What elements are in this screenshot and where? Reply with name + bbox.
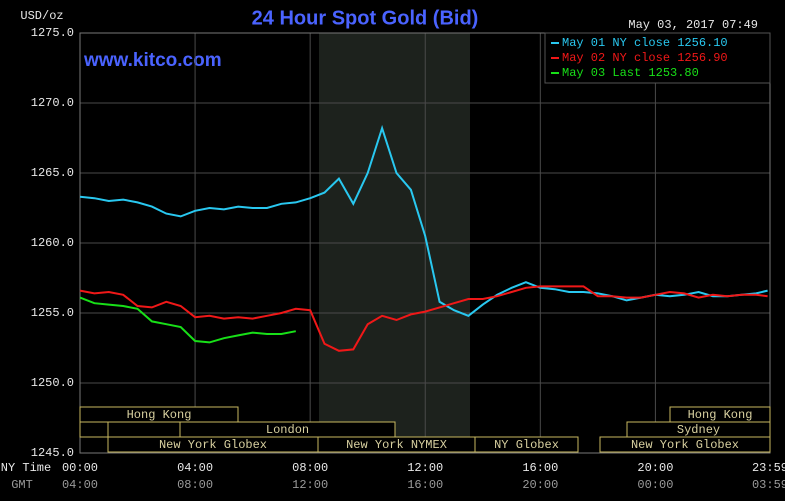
y-tick-label: 1275.0 [31, 26, 74, 40]
y-axis-label: USD/oz [20, 9, 63, 23]
y-tick-label: 1245.0 [31, 446, 74, 460]
session-label: Hong Kong [688, 408, 753, 422]
legend-label: May 01 NY close 1256.10 [562, 36, 728, 50]
x-tick-label: 20:00 [637, 461, 673, 475]
legend-box [544, 32, 771, 84]
x-axis-label: NY Time [1, 461, 51, 475]
y-tick-label: 1255.0 [31, 306, 74, 320]
plot-frame [79, 32, 771, 454]
gmt-tick-label: 16:00 [407, 478, 443, 492]
session-label: New York Globex [631, 438, 739, 452]
x-tick-label: 04:00 [177, 461, 213, 475]
y-tick-label: 1250.0 [31, 376, 74, 390]
x-tick-label: 23:59 [752, 461, 785, 475]
x-tick-label: 00:00 [62, 461, 98, 475]
y-tick-label: 1260.0 [31, 236, 74, 250]
timestamp: May 03, 2017 07:49 [628, 18, 758, 32]
gmt-tick-label: 00:00 [637, 478, 673, 492]
session-label: New York NYMEX [346, 438, 447, 452]
gmt-tick-label: 03:59 [752, 478, 785, 492]
series-line [79, 296, 296, 344]
session-box [474, 436, 579, 453]
series-line [79, 285, 768, 352]
session-box [599, 436, 771, 453]
legend-label: May 03 Last 1253.80 [562, 66, 699, 80]
y-tick-label: 1265.0 [31, 166, 74, 180]
x2-axis-label: GMT [11, 478, 33, 492]
gmt-tick-label: 20:00 [522, 478, 558, 492]
watermark: www.kitco.com [83, 50, 222, 71]
legend-label: May 02 NY close 1256.90 [562, 51, 728, 65]
session-label: Sydney [677, 423, 720, 437]
gmt-tick-label: 08:00 [177, 478, 213, 492]
session-label: Hong Kong [127, 408, 192, 422]
session-box [79, 421, 109, 438]
gmt-tick-label: 12:00 [292, 478, 328, 492]
x-tick-label: 12:00 [407, 461, 443, 475]
session-box [79, 406, 239, 423]
session-label: London [266, 423, 309, 437]
session-label: New York Globex [159, 438, 267, 452]
y-tick-label: 1270.0 [31, 96, 74, 110]
x-tick-label: 08:00 [292, 461, 328, 475]
x-tick-label: 16:00 [522, 461, 558, 475]
gmt-tick-label: 04:00 [62, 478, 98, 492]
chart-title: 24 Hour Spot Gold (Bid) [252, 7, 479, 29]
session-label: NY Globex [494, 438, 559, 452]
